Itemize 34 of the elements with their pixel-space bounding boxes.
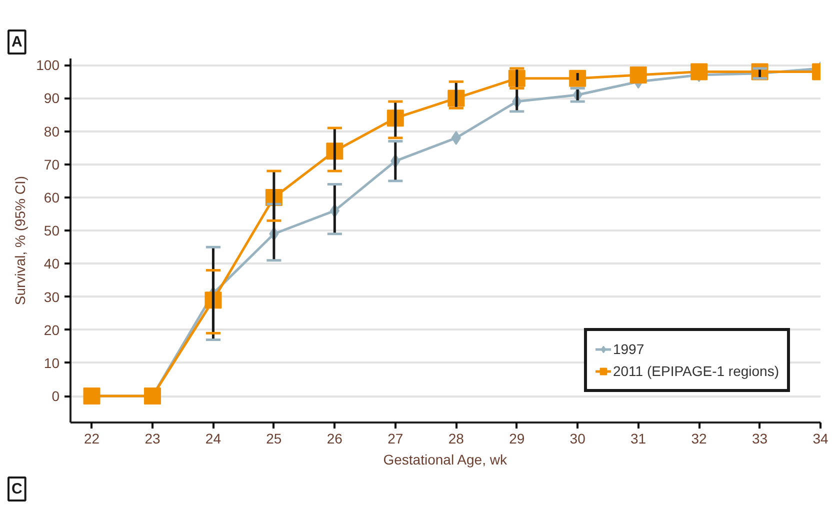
point xyxy=(630,66,647,84)
y-tick-label: 50 xyxy=(44,222,60,239)
x-tick-label: 22 xyxy=(84,430,100,446)
x-tick-label: 26 xyxy=(326,430,343,446)
point xyxy=(83,388,100,405)
x-tick-label: 30 xyxy=(570,430,586,446)
y-tick-label: 70 xyxy=(44,156,60,172)
x-tick-label: 31 xyxy=(630,430,646,446)
legend-label: 2011 (EPIPAGE-1 regions) xyxy=(612,363,779,379)
y-tick-label: 0 xyxy=(52,388,60,404)
y-tick-label: 20 xyxy=(44,322,60,338)
x-axis-title: Gestational Age, wk xyxy=(383,452,508,468)
y-tick-label: 90 xyxy=(44,90,60,106)
x-tick-label: 24 xyxy=(205,430,222,446)
x-tick-label: 23 xyxy=(144,430,160,446)
y-tick-label: 60 xyxy=(44,189,60,206)
y-tick-label: 30 xyxy=(44,288,60,305)
y-axis-title: Survival, % (95% CI) xyxy=(12,176,28,306)
y-tick-label: 80 xyxy=(44,123,60,140)
y-tick-label: 100 xyxy=(36,57,60,74)
x-tick-label: 25 xyxy=(266,430,282,446)
y-tick-label: 10 xyxy=(44,354,60,371)
x-tick-label: 34 xyxy=(812,430,828,446)
y-tick-label: 40 xyxy=(44,256,60,272)
x-tick-label: 27 xyxy=(388,430,404,446)
x-tick-label: 33 xyxy=(752,430,768,446)
text: C xyxy=(12,480,22,498)
text: A xyxy=(12,34,22,50)
point xyxy=(144,388,161,405)
x-tick-label: 28 xyxy=(448,430,464,446)
x-tick-label: 32 xyxy=(691,430,708,446)
x-tick-label: 29 xyxy=(509,430,525,446)
point xyxy=(690,63,708,80)
legend-label: 1997 xyxy=(612,341,644,357)
